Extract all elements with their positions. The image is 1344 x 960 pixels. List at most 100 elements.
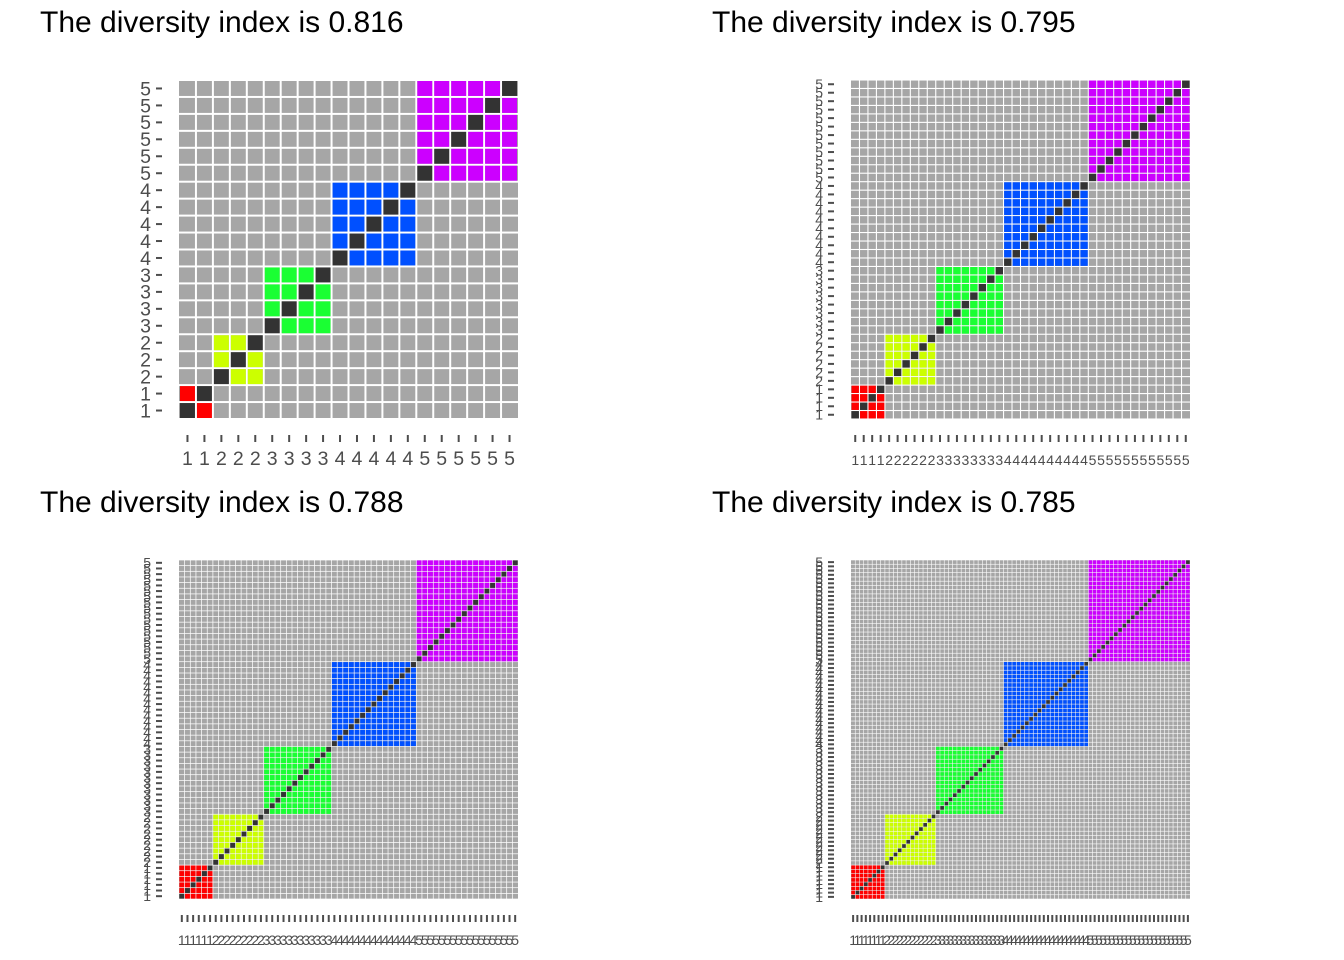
group-cell-4 [377,690,383,696]
group-cell-1 [872,878,877,882]
group-cell-3 [309,769,315,775]
group-cell-3 [982,767,987,772]
group-cell-4 [348,690,354,696]
y-tick-label: 4 [143,656,151,672]
group-cell-4 [1029,258,1037,266]
group-cell-3 [275,752,281,758]
y-tick-label: 3 [815,770,823,786]
group-cell-4 [1008,721,1012,725]
grid-line [280,560,282,899]
group-cell-2 [897,835,902,840]
group-cell-3 [991,780,995,785]
group-cell-5 [484,616,490,622]
group-cell-3 [957,755,961,759]
y-tick-label: 4 [815,254,823,270]
group-cell-5 [1181,649,1186,653]
grid-line [926,80,928,419]
group-cell-5 [1130,594,1135,598]
group-cell-3 [303,758,309,764]
group-cell-5 [512,599,518,605]
group-cell-5 [490,633,496,639]
group-cell-5 [1139,623,1144,628]
group-cell-4 [1016,662,1021,666]
group-cell-4 [388,718,394,724]
grid-line [965,560,966,899]
group-cell-4 [394,695,399,701]
group-cell-5 [1130,589,1135,594]
diagonal-cell [872,873,877,878]
group-cell-5 [1122,156,1131,165]
group-cell-5 [1177,581,1182,586]
group-cell-1 [851,385,859,394]
group-cell-5 [1152,653,1156,658]
group-cell-5 [1122,602,1127,607]
group-cell-4 [1063,258,1071,266]
group-cell-5 [1152,568,1156,573]
group-cell-4 [382,701,388,707]
group-cell-5 [1122,148,1131,156]
diagonal-cell [1046,216,1054,224]
group-cell-2 [235,842,241,848]
group-cell-5 [1126,568,1131,573]
group-cell-3 [315,301,331,317]
group-cell-3 [953,300,961,309]
diagonal-cell [331,741,337,747]
group-cell-3 [269,763,275,769]
group-cell-4 [1029,241,1037,249]
group-cell-4 [354,735,360,741]
group-cell-4 [1046,678,1050,683]
group-cell-5 [461,650,467,656]
group-cell-5 [1181,577,1186,581]
group-cell-5 [1147,606,1152,611]
group-cell-3 [292,775,298,780]
group-cell-5 [1186,577,1190,581]
group-cell-3 [936,784,940,789]
y-tick-label: 1 [143,882,151,898]
diagonal-cell [961,300,970,309]
group-cell-4 [1029,190,1037,199]
group-cell-3 [978,300,987,309]
x-tick-label: 4 [1065,932,1073,948]
group-cell-4 [1012,729,1016,734]
group-cell-4 [411,718,416,724]
group-cell-4 [411,679,416,684]
diagonal-cell [1020,725,1025,730]
group-cell-4 [365,701,371,707]
diagonal-cell [1097,165,1105,173]
group-cell-4 [1084,674,1088,679]
group-cell-4 [1020,695,1025,700]
group-cell-3 [991,776,995,781]
group-cell-5 [1164,649,1169,653]
group-cell-5 [1130,573,1135,577]
group-cell-4 [405,695,411,701]
group-cell-3 [309,775,315,780]
group-cell-4 [337,695,343,701]
group-cell-2 [893,823,898,827]
group-cell-1 [864,890,868,895]
grid-line [302,560,304,899]
group-cell-5 [1088,640,1093,645]
group-cell-5 [1105,645,1110,649]
diagonal-cell [1004,258,1012,266]
group-cell-5 [439,611,445,617]
diagonal-cell [314,758,320,764]
y-tick-label: 5 [143,628,151,644]
group-cell-2 [893,351,902,360]
group-cell-3 [298,786,303,792]
group-cell-3 [281,746,286,752]
group-cell-5 [512,650,518,656]
group-cell-5 [1101,581,1105,586]
group-cell-5 [451,114,467,130]
group-cell-2 [235,820,241,826]
group-cell-4 [1008,695,1012,700]
group-cell-5 [1152,581,1156,586]
group-cell-5 [484,571,490,577]
group-cell-5 [1182,97,1190,105]
x-tick-label: 2 [921,932,929,948]
group-cell-5 [1143,619,1148,624]
grid-line [398,560,400,899]
group-cell-5 [1105,628,1110,632]
group-cell-3 [944,275,953,283]
group-cell-1 [868,385,876,394]
group-cell-3 [314,775,320,780]
